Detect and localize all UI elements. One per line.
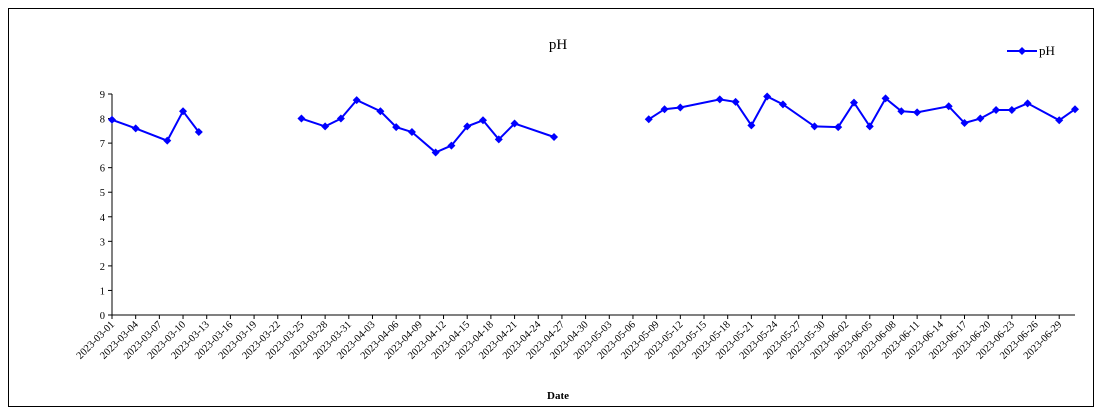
- data-point: [897, 107, 906, 116]
- data-point: [478, 116, 487, 125]
- series-line: [111, 109, 200, 142]
- series-markers: [108, 92, 1079, 157]
- chart-title: pH: [549, 37, 568, 53]
- legend: pH: [1007, 43, 1055, 58]
- data-point: [494, 135, 503, 144]
- data-point: [352, 96, 361, 105]
- data-point: [747, 121, 756, 130]
- x-axis-label: Date: [547, 390, 569, 402]
- data-point: [865, 122, 874, 131]
- data-point: [778, 100, 787, 109]
- y-tick-label: 3: [100, 237, 105, 248]
- y-tick-label: 5: [100, 188, 105, 199]
- data-point: [392, 123, 401, 132]
- data-point: [108, 115, 116, 124]
- data-point: [194, 128, 203, 137]
- data-point: [321, 122, 330, 131]
- data-point: [447, 141, 456, 150]
- chart-frame: pH 0 1 2 3 4 5 6 7 8 9 2023-03-01 2023-03-04 2023-0…: [8, 8, 1094, 407]
- y-tick-label: 1: [100, 286, 105, 297]
- data-point: [976, 114, 985, 123]
- data-point: [992, 105, 1001, 114]
- y-tick-label: 4: [100, 213, 106, 224]
- data-point: [1023, 99, 1032, 108]
- series-line: [301, 98, 555, 154]
- data-point: [336, 114, 345, 123]
- data-point: [913, 108, 922, 117]
- data-point: [960, 118, 969, 127]
- data-point: [1007, 105, 1016, 114]
- data-point: [644, 115, 653, 124]
- y-axis-ticks: 0 1 2 3 4 5 6 7 8 9: [100, 90, 112, 322]
- data-point: [550, 132, 559, 141]
- data-point: [731, 97, 740, 106]
- data-point: [763, 92, 772, 101]
- data-point: [849, 98, 858, 107]
- y-tick-label: 9: [100, 90, 105, 101]
- data-point: [660, 105, 669, 114]
- y-tick-label: 8: [100, 115, 105, 126]
- data-point: [881, 94, 890, 103]
- data-point: [163, 136, 172, 145]
- y-tick-label: 0: [100, 311, 105, 322]
- data-point: [715, 95, 724, 104]
- data-point: [1055, 116, 1064, 125]
- data-point: [676, 103, 685, 112]
- data-point: [834, 123, 843, 132]
- y-tick-label: 7: [100, 139, 105, 150]
- data-point: [179, 107, 188, 116]
- data-point: [431, 148, 440, 157]
- data-point: [376, 107, 385, 116]
- data-point: [463, 122, 472, 131]
- y-tick-label: 6: [100, 164, 105, 175]
- legend-label: pH: [1039, 43, 1055, 58]
- data-point: [1071, 105, 1079, 114]
- data-point: [297, 114, 306, 123]
- data-point: [407, 128, 416, 137]
- series-lines: [111, 95, 1076, 154]
- y-tick-label: 2: [100, 262, 105, 273]
- data-point: [131, 124, 140, 133]
- x-axis-ticks: 2023-03-012023-03-042023-03-072023-03-10…: [75, 315, 1064, 362]
- data-point: [810, 122, 819, 131]
- line-chart: pH 0 1 2 3 4 5 6 7 8 9 2023-03-012023-03-042023-0…: [75, 37, 1079, 402]
- data-point: [944, 102, 953, 111]
- legend-marker-icon: [1018, 47, 1026, 55]
